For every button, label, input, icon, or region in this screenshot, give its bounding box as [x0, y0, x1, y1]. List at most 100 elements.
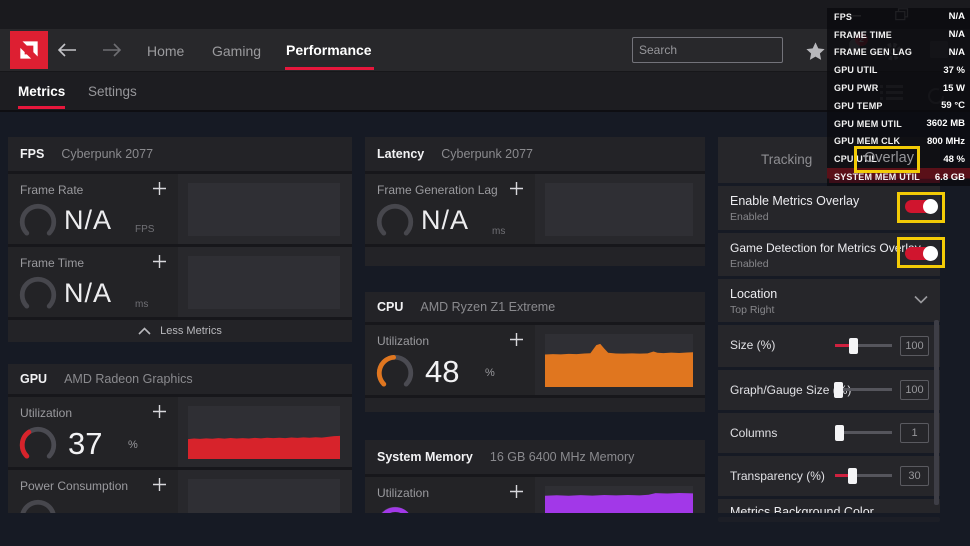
metric-row-cpu-utilization: Utilization 48 % [365, 322, 705, 395]
setting-label: Metrics Background Color [730, 505, 874, 513]
panel-title: Latency [377, 147, 425, 161]
tab-settings[interactable]: Settings [88, 84, 137, 99]
metric-label: Frame Rate [20, 183, 84, 197]
frame-gen-lag-graph [545, 183, 693, 236]
toggle-knob [923, 246, 938, 261]
favorites-star-icon[interactable] [804, 40, 827, 63]
metric-row-frame-generation-lag: Frame Generation Lag N/A ms [365, 171, 705, 244]
enable-overlay-toggle[interactable] [905, 199, 938, 214]
add-metric-plus-icon[interactable] [152, 181, 167, 196]
forward-arrow-icon[interactable] [101, 41, 123, 59]
nav-item-home[interactable]: Home [147, 43, 185, 59]
overlay-row: GPU MEM UTIL 3602 MB [827, 115, 970, 133]
frame-rate-gauge [19, 203, 57, 236]
search-input[interactable] [633, 43, 800, 57]
setting-label: Size (%) [730, 338, 776, 352]
cpu-panel-footer [365, 395, 705, 412]
panel-bottom-strip [718, 517, 940, 522]
graph-gauge-size-slider[interactable] [835, 388, 892, 391]
gpu-panel: GPU AMD Radeon Graphics Utilization 37 %… [8, 364, 352, 513]
setting-location[interactable]: Location Top Right [718, 279, 940, 322]
setting-label: Location [730, 287, 778, 301]
tab-tracking[interactable]: Tracking [761, 152, 813, 167]
metric-label: Utilization [377, 486, 430, 500]
performance-active-underline [285, 67, 374, 70]
fps-panel-header: FPS Cyberpunk 2077 [8, 137, 352, 171]
overlay-row: GPU MEM CLK 800 MHz [827, 133, 970, 151]
overlay-metric-label: FRAME TIME [834, 29, 892, 40]
settings-panel-scrollbar[interactable] [934, 320, 939, 505]
panel-subtitle: 16 GB 6400 MHz Memory [489, 450, 635, 464]
frame-time-graph [188, 256, 340, 309]
overlay-metric-value: 59 °C [941, 100, 965, 112]
transparency-value[interactable]: 30 [900, 466, 929, 486]
size-value[interactable]: 100 [900, 336, 929, 356]
add-metric-plus-icon[interactable] [152, 404, 167, 419]
tab-metrics[interactable]: Metrics [18, 84, 66, 99]
overlay-metric-label: FPS [834, 11, 853, 22]
overlay-metric-value: 6.8 GB [934, 171, 965, 183]
overlay-metric-label: GPU MEM CLK [834, 136, 901, 147]
metric-value: N/A [64, 278, 113, 308]
cpu-panel-header: CPU AMD Ryzen Z1 Extreme [365, 292, 705, 322]
overlay-metric-label: GPU TEMP [834, 100, 883, 111]
metric-unit: ms [492, 226, 506, 237]
metric-unit: ms [135, 299, 149, 310]
nav-item-performance[interactable]: Performance [286, 42, 372, 58]
latency-panel-header: Latency Cyberpunk 2077 [365, 137, 705, 171]
setting-status: Enabled [730, 211, 769, 223]
overlay-metric-value: 800 MHz [926, 135, 965, 147]
less-metrics-label: Less Metrics [160, 325, 222, 337]
setting-columns: Columns 1 [718, 413, 940, 453]
size-slider-handle[interactable] [849, 338, 858, 354]
panel-subtitle: AMD Ryzen Z1 Extreme [420, 300, 556, 314]
panel-subtitle: Cyberpunk 2077 [61, 147, 154, 161]
graph-gauge-size-value[interactable]: 100 [900, 380, 929, 400]
highlight-game-detection-toggle [897, 237, 945, 268]
cpu-utilization-graph [545, 334, 693, 387]
performance-subnav [0, 72, 970, 112]
search-box[interactable] [632, 37, 800, 63]
graph-gauge-size-slider-handle[interactable] [834, 382, 843, 398]
overlay-metric-label: GPU MEM UTIL [834, 118, 902, 129]
add-metric-plus-icon[interactable] [509, 332, 524, 347]
overlay-metric-value: 37 % [943, 64, 965, 76]
metric-value: N/A [64, 205, 113, 235]
setting-transparency: Transparency (%) 30 [718, 456, 940, 496]
panel-subtitle: Cyberpunk 2077 [441, 147, 533, 161]
amd-arrow-icon [20, 41, 38, 59]
memory-utilization-gauge [381, 506, 409, 513]
amd-logo[interactable] [10, 31, 48, 69]
columns-slider-handle[interactable] [835, 425, 844, 441]
overlay-row: FPS N/A [827, 8, 970, 26]
game-detection-toggle[interactable] [905, 246, 938, 261]
overlay-metric-value: N/A [948, 11, 965, 23]
setting-game-detection: Game Detection for Metrics Overlay Enabl… [718, 233, 940, 276]
metric-label: Frame Time [20, 256, 85, 270]
metrics-active-underline [18, 106, 65, 109]
add-metric-plus-icon[interactable] [152, 254, 167, 269]
metrics-overlay-window: FPS N/A FRAME TIME N/A FRAME GEN LAG N/A GP… [827, 8, 970, 186]
chevron-down-icon[interactable] [914, 295, 928, 304]
add-metric-plus-icon[interactable] [152, 477, 167, 492]
overlay-metric-label: GPU UTIL [834, 65, 878, 76]
power-consumption-gauge [20, 499, 56, 513]
gpu-utilization-gauge [19, 426, 57, 459]
less-metrics-button[interactable]: Less Metrics [8, 317, 352, 342]
columns-value[interactable]: 1 [900, 423, 929, 443]
setting-status: Enabled [730, 258, 769, 270]
nav-item-gaming[interactable]: Gaming [212, 43, 262, 59]
add-metric-plus-icon[interactable] [509, 484, 524, 499]
add-metric-plus-icon[interactable] [509, 181, 524, 196]
gpu-utilization-graph [188, 406, 340, 459]
metrics-content-area: FPS Cyberpunk 2077 Frame Rate N/A FPS Fr… [0, 112, 970, 513]
cpu-utilization-gauge [376, 354, 414, 387]
panel-title: FPS [20, 147, 45, 161]
transparency-slider[interactable] [835, 474, 892, 477]
tab-overlay[interactable]: Overlay [864, 150, 914, 166]
size-slider[interactable] [835, 344, 892, 347]
latency-panel-footer [365, 244, 705, 266]
back-arrow-icon[interactable] [56, 41, 78, 59]
transparency-slider-handle[interactable] [848, 468, 857, 484]
latency-panel: Latency Cyberpunk 2077 Frame Generation … [365, 137, 705, 266]
